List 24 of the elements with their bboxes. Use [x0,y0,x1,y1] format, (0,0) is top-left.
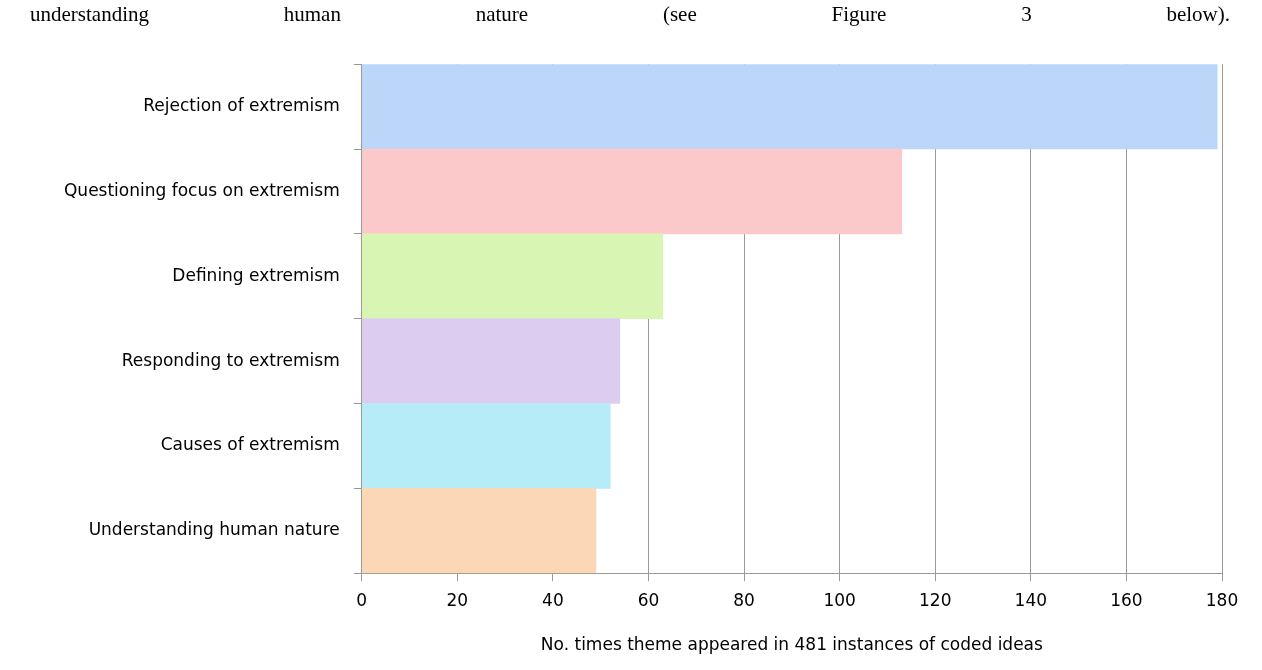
bar [361,318,621,404]
y-tick-label: Causes of extremism [160,434,340,455]
x-axis-title: No. times theme appeared in 481 instances of coded ideas [540,634,1044,655]
bar [361,488,597,574]
x-tick-label: 0 [356,589,368,610]
bar [361,148,903,235]
bar [361,403,611,489]
y-tick-label: Responding to extremism [121,349,340,370]
y-tick-label: Understanding human nature [88,519,340,540]
y-tick-label: Questioning focus on extremism [63,179,340,200]
y-tick-label: Defining extremism [172,264,340,285]
bar [361,64,1218,150]
bar [361,233,664,320]
x-tick-label: 160 [1110,589,1143,610]
x-tick-label: 180 [1205,589,1239,610]
x-tick-label: 20 [446,589,469,610]
x-tick-label: 140 [1014,589,1048,610]
x-tick-label: 80 [733,589,755,610]
text: understanding human nature (see Figure 3 below). [30,2,1230,27]
y-tick-label: Rejection of extremism [143,95,340,116]
x-tick-label: 120 [919,589,952,610]
x-tick-label: 40 [542,589,564,610]
x-tick-label: 60 [637,589,660,610]
x-tick-label: 100 [823,589,856,610]
